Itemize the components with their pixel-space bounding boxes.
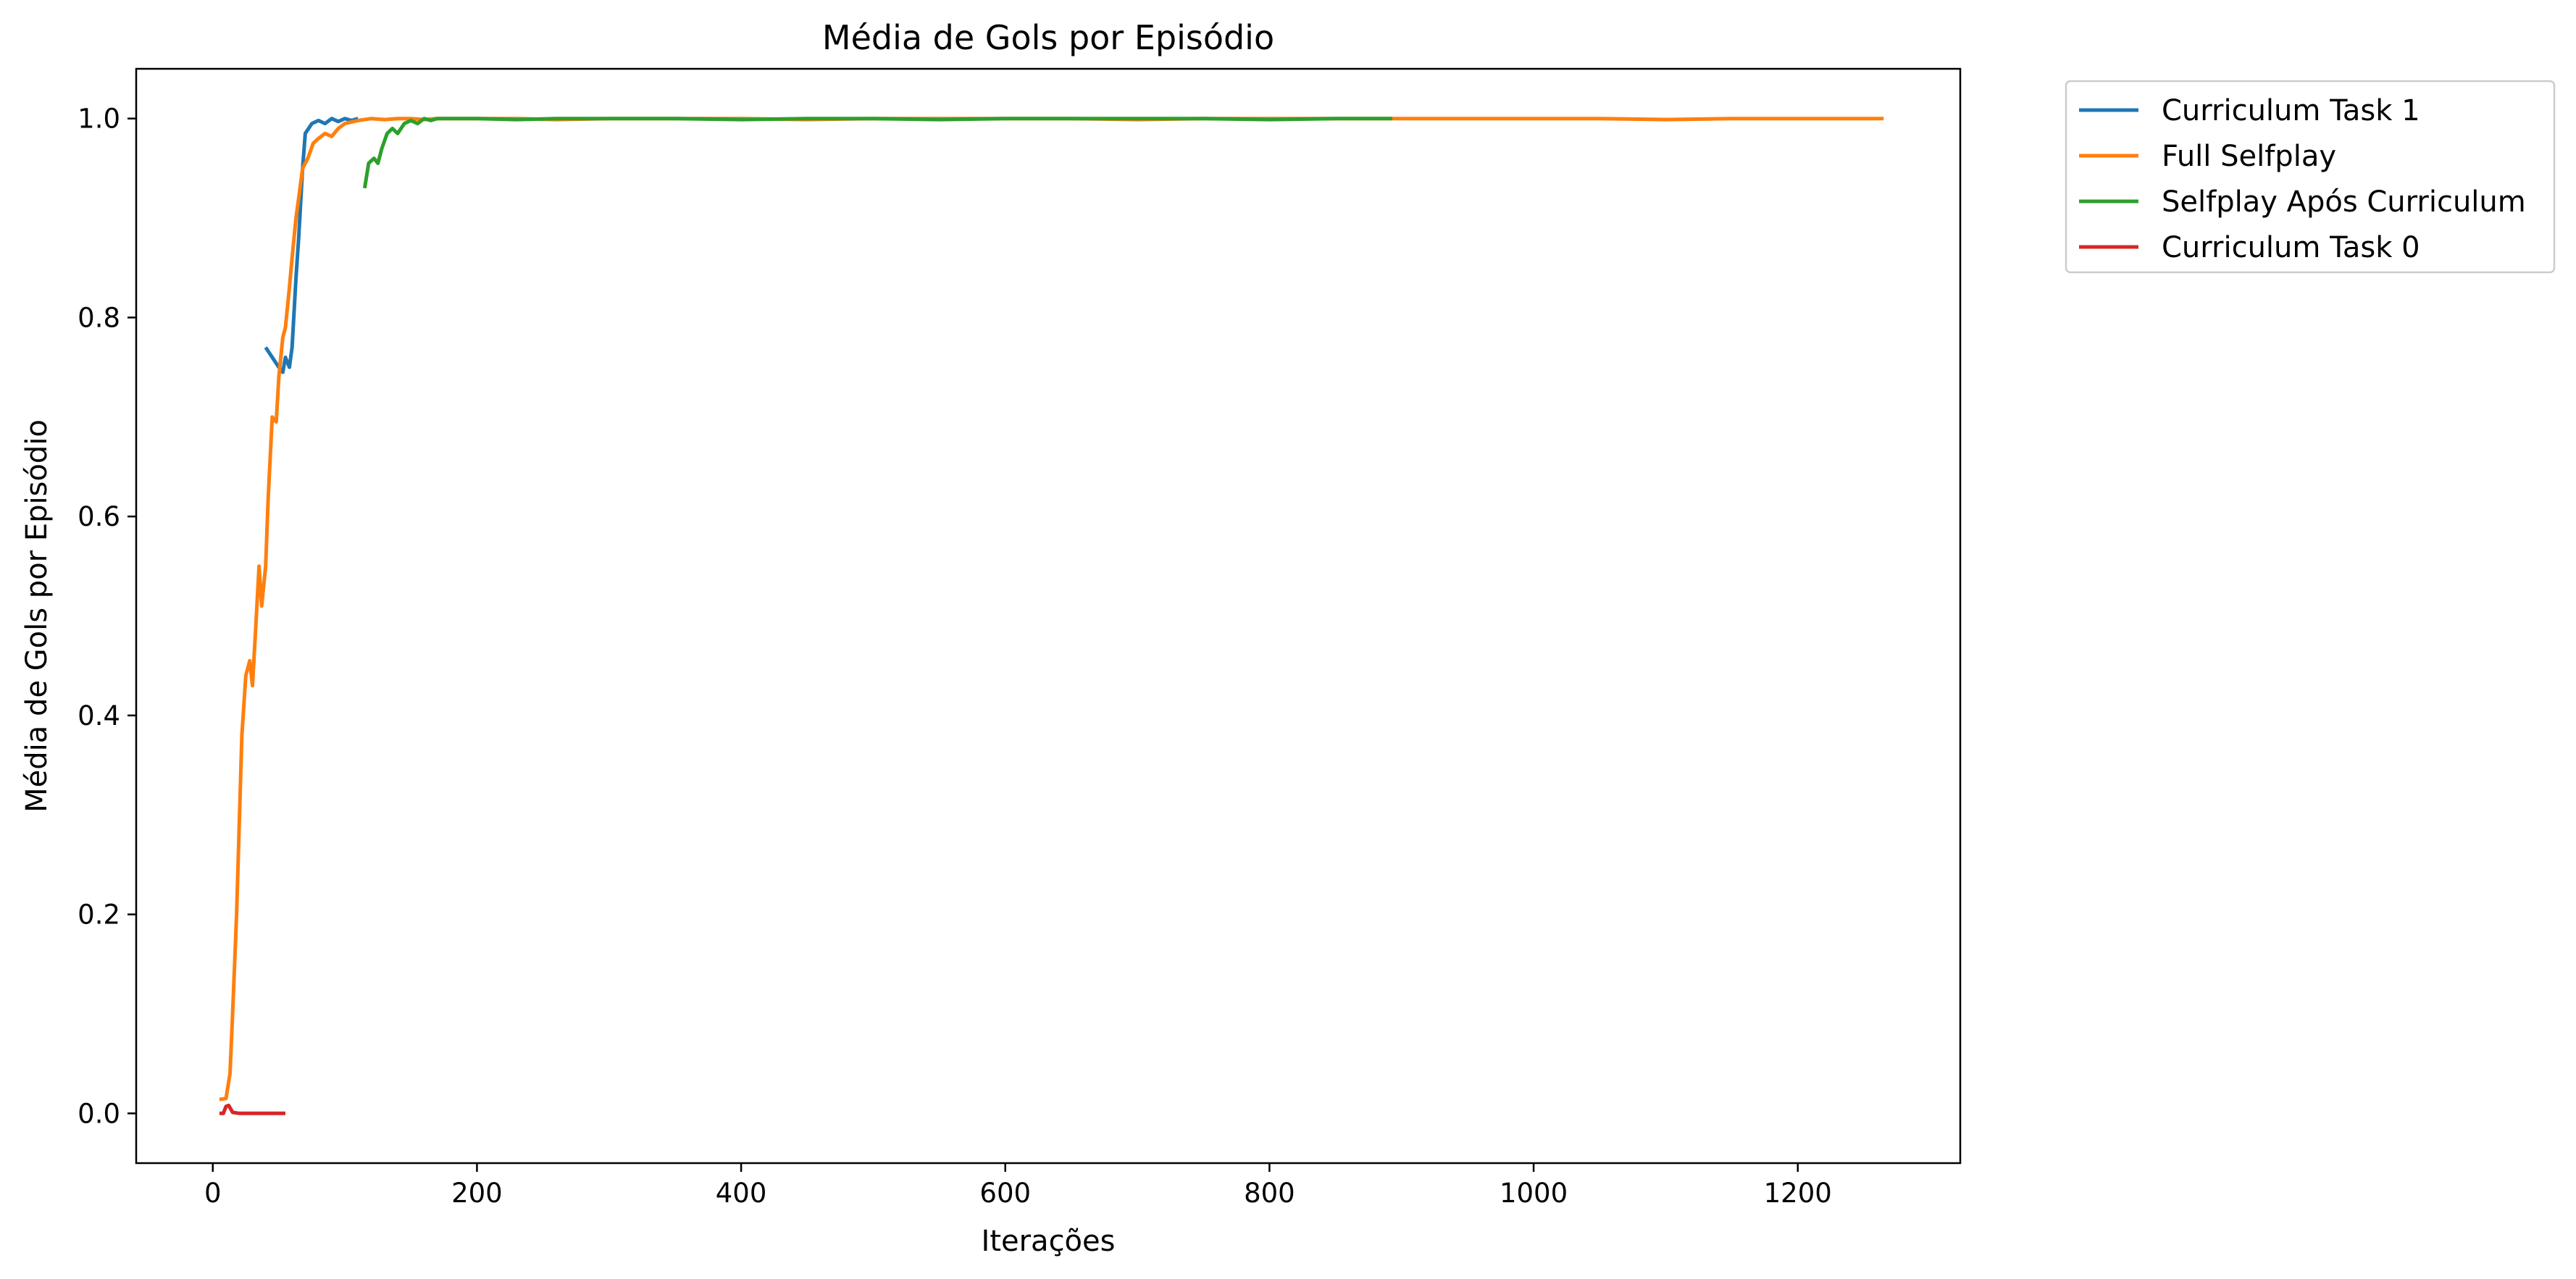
series-line-3 (362, 117, 1392, 189)
chart-title: Média de Gols por Episódio (822, 18, 1274, 57)
x-tick-label: 400 (716, 1178, 767, 1209)
x-tick-label: 1000 (1500, 1178, 1568, 1209)
x-axis-label: Iterações (982, 1225, 1116, 1258)
x-tick-label: 200 (451, 1178, 503, 1209)
y-tick-label: 0.2 (78, 900, 120, 931)
legend-label: Selfplay Após Curriculum (2162, 185, 2526, 219)
legend: Curriculum Task 1 Full Selfplay Selfplay A… (2065, 80, 2556, 274)
legend-label: Curriculum Task 0 (2162, 231, 2420, 264)
x-tick-label: 1200 (1764, 1178, 1832, 1209)
x-tick-label: 600 (979, 1178, 1031, 1209)
x-tick-label: 800 (1244, 1178, 1295, 1209)
y-tick-label: 0.8 (78, 302, 120, 333)
y-axis-label: Média de Gols por Episódio (20, 419, 54, 813)
y-tick-label: 0.4 (78, 700, 120, 731)
legend-label: Curriculum Task 1 (2162, 94, 2420, 127)
legend-label: Full Selfplay (2162, 140, 2336, 173)
y-tick-label: 0.6 (78, 501, 120, 532)
y-axis: 0.0 0.2 0.4 0.6 0.8 1.0 (78, 104, 136, 1129)
legend-box (2065, 80, 2556, 274)
plot-area (135, 67, 1962, 1165)
series-line-4 (219, 1103, 285, 1115)
axes-frame (135, 67, 1962, 1165)
x-axis: 0 200 400 600 800 1000 1200 (204, 1163, 1832, 1209)
y-tick-label: 1.0 (78, 104, 120, 135)
x-tick-label: 0 (204, 1178, 222, 1209)
y-tick-label: 0.0 (78, 1098, 120, 1129)
